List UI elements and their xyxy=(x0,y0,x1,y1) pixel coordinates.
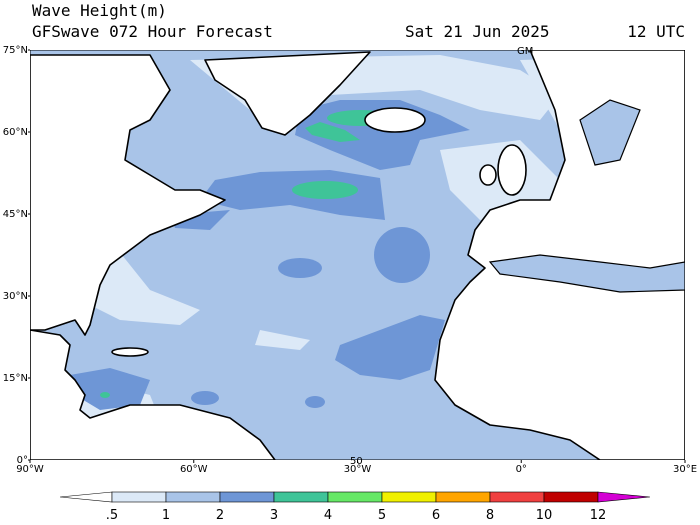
lon-label: 30°E xyxy=(673,464,697,475)
lat-label: 15°N xyxy=(3,373,28,384)
colorbar-label: 1 xyxy=(162,508,170,523)
colorbar-label: 12 xyxy=(590,508,607,523)
title: Wave Height(m) xyxy=(32,1,167,20)
colorbar-box xyxy=(219,491,275,503)
colorbar-box xyxy=(381,491,437,503)
date: Sat 21 Jun 2025 xyxy=(405,22,550,41)
colorbar-label: 4 xyxy=(324,508,332,523)
map xyxy=(30,50,685,460)
lat-label: 60°N xyxy=(3,127,28,138)
colorbar-box xyxy=(489,491,545,503)
annotation: 50 xyxy=(350,456,363,467)
lat-label: 0° xyxy=(17,455,28,466)
colorbar-label: 8 xyxy=(486,508,494,523)
colorbar-arrow xyxy=(59,491,113,503)
colorbar-label: 3 xyxy=(270,508,278,523)
colorbar-label: 5 xyxy=(378,508,386,523)
lon-label: 60°W xyxy=(180,464,208,475)
colorbar-label: 2 xyxy=(216,508,224,523)
colorbar-box xyxy=(435,491,491,503)
subtitle: GFSwave 072 Hour Forecast xyxy=(32,22,273,41)
lon-label: 30°W xyxy=(344,464,372,475)
time: 12 UTC xyxy=(627,22,685,41)
annotation: GM xyxy=(517,46,533,57)
colorbar-box xyxy=(543,491,599,503)
lat-label: 75°N xyxy=(3,45,28,56)
colorbar-label: 6 xyxy=(432,508,440,523)
colorbar-box xyxy=(111,491,167,503)
colorbar: .5 1 2 3 4 5 6 8 10 12 xyxy=(59,491,651,523)
colorbar-arrow xyxy=(597,491,651,503)
colorbar-box xyxy=(165,491,221,503)
lon-label: 0° xyxy=(516,464,527,475)
colorbar-label: 10 xyxy=(536,508,553,523)
colorbar-box xyxy=(327,491,383,503)
lat-label: 45°N xyxy=(3,209,28,220)
colorbar-label: .5 xyxy=(106,508,118,523)
lat-label: 30°N xyxy=(3,291,28,302)
lon-label: 90°W xyxy=(16,464,44,475)
colorbar-box xyxy=(273,491,329,503)
inland-seas xyxy=(488,99,685,293)
axis-labels: 75°N60°N45°N30°N15°N0°90°W 60°W 30°W 0° 30°E xyxy=(3,45,697,475)
